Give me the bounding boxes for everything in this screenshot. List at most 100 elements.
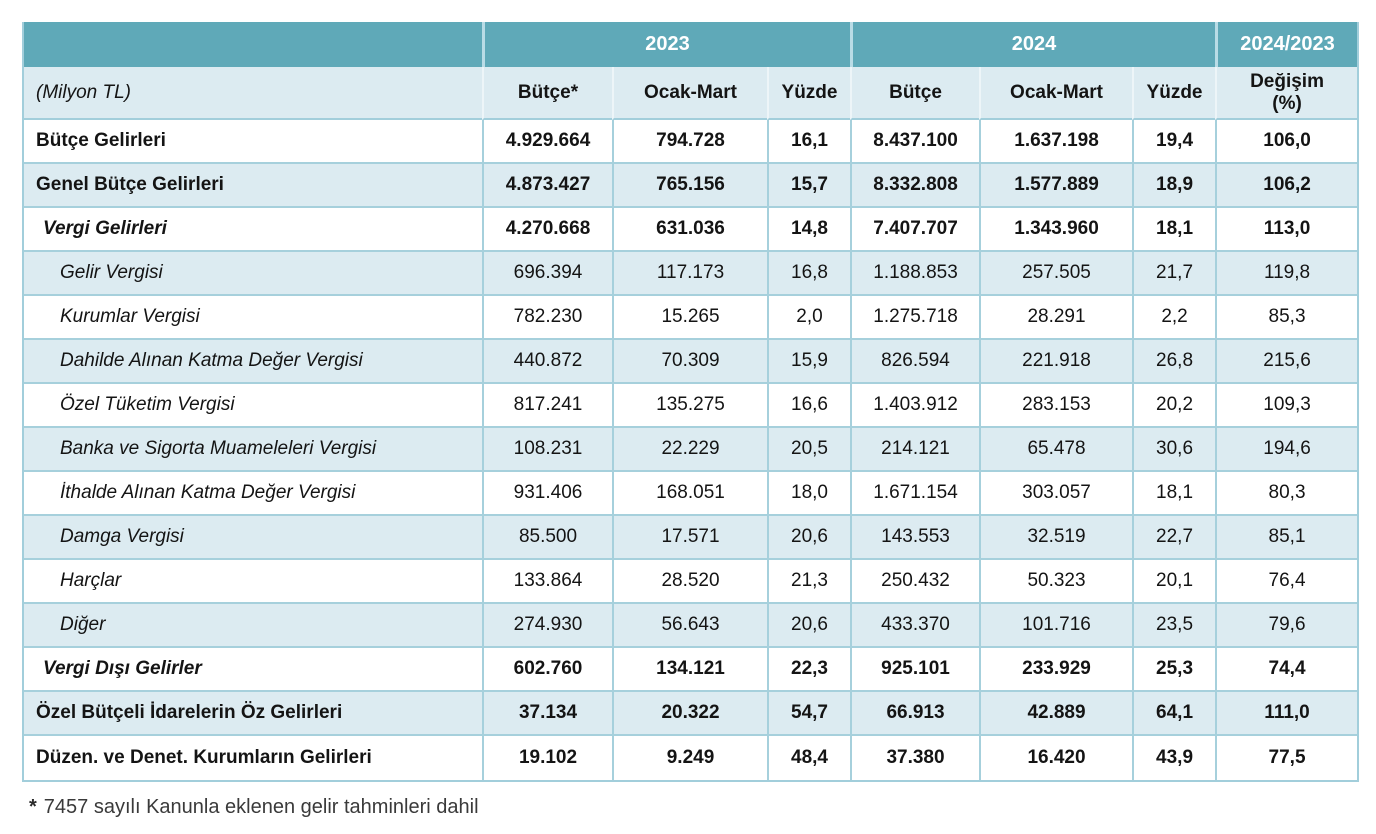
cell: 42.889 [979,692,1133,736]
table-row: Düzen. ve Denet. Kurumların Gelirleri 19… [24,736,1358,780]
cell: 18,9 [1132,164,1216,208]
cell: 303.057 [979,472,1133,516]
row-label: İthalde Alınan Katma Değer Vergisi [24,472,482,516]
cell: 23,5 [1132,604,1216,648]
cell: 56.643 [612,604,767,648]
cell: 108.231 [482,428,612,472]
cell: 215,6 [1215,340,1358,384]
cell: 925.101 [850,648,980,692]
cell: 257.505 [979,252,1133,296]
cell: 85.500 [482,516,612,560]
cell: 65.478 [979,428,1133,472]
cell: 214.121 [850,428,980,472]
cell: 7.407.707 [850,208,980,252]
cell: 70.309 [612,340,767,384]
cell: 19,4 [1132,120,1216,164]
row-label: Harçlar [24,560,482,604]
cell: 1.577.889 [979,164,1133,208]
cell: 168.051 [612,472,767,516]
cell: 80,3 [1215,472,1358,516]
row-label: Vergi Dışı Gelirler [24,648,482,692]
cell: 16,6 [767,384,851,428]
row-label: Banka ve Sigorta Muameleleri Vergisi [24,428,482,472]
col-header-ocakmart-2024: Ocak-Mart [979,67,1133,120]
table-row: Özel Tüketim Vergisi 817.241 135.275 16,… [24,384,1358,428]
cell: 85,3 [1215,296,1358,340]
year-group-ratio: 2024/2023 [1215,22,1358,67]
cell: 283.153 [979,384,1133,428]
col-header-degisim: Değişim (%) [1215,67,1358,120]
cell: 106,2 [1215,164,1358,208]
row-label: Özel Tüketim Vergisi [24,384,482,428]
cell: 9.249 [612,736,767,780]
cell: 18,1 [1132,472,1216,516]
cell: 194,6 [1215,428,1358,472]
cell: 826.594 [850,340,980,384]
table-row: Gelir Vergisi 696.394 117.173 16,8 1.188… [24,252,1358,296]
cell: 20,6 [767,516,851,560]
cell: 2,2 [1132,296,1216,340]
cell: 8.437.100 [850,120,980,164]
cell: 250.432 [850,560,980,604]
row-label: Diğer [24,604,482,648]
table-row: Dahilde Alınan Katma Değer Vergisi 440.8… [24,340,1358,384]
cell: 696.394 [482,252,612,296]
cell: 16,8 [767,252,851,296]
corner-cell [24,22,482,67]
cell: 440.872 [482,340,612,384]
cell: 817.241 [482,384,612,428]
cell: 16,1 [767,120,851,164]
cell: 274.930 [482,604,612,648]
cell: 37.380 [850,736,980,780]
year-group-2024: 2024 [850,22,1216,67]
table-row: Vergi Dışı Gelirler 602.760 134.121 22,3… [24,648,1358,692]
cell: 4.270.668 [482,208,612,252]
table-row: Damga Vergisi 85.500 17.571 20,6 143.553… [24,516,1358,560]
cell: 54,7 [767,692,851,736]
cell: 1.343.960 [979,208,1133,252]
cell: 48,4 [767,736,851,780]
budget-revenues-table: 2023 2024 2024/2023 (Milyon TL) Bütçe* O… [22,22,1360,782]
cell: 1.637.198 [979,120,1133,164]
cell: 14,8 [767,208,851,252]
cell: 32.519 [979,516,1133,560]
cell: 1.188.853 [850,252,980,296]
cell: 931.406 [482,472,612,516]
cell: 8.332.808 [850,164,980,208]
table-row: İthalde Alınan Katma Değer Vergisi 931.4… [24,472,1358,516]
table-row: Kurumlar Vergisi 782.230 15.265 2,0 1.27… [24,296,1358,340]
row-label: Genel Bütçe Gelirleri [24,164,482,208]
cell: 15.265 [612,296,767,340]
col-header-ocakmart-2023: Ocak-Mart [612,67,767,120]
cell: 64,1 [1132,692,1216,736]
cell: 77,5 [1215,736,1358,780]
cell: 19.102 [482,736,612,780]
cell: 22.229 [612,428,767,472]
cell: 18,1 [1132,208,1216,252]
row-label: Vergi Gelirleri [24,208,482,252]
footnote-text: 7457 sayılı Kanunla eklenen gelir tahmin… [43,796,479,818]
cell: 117.173 [612,252,767,296]
footnote: * 7457 sayılı Kanunla eklenen gelir tahmi… [29,796,1355,819]
cell: 782.230 [482,296,612,340]
table-row: Vergi Gelirleri 4.270.668 631.036 14,8 7… [24,208,1358,252]
cell: 21,3 [767,560,851,604]
cell: 20,1 [1132,560,1216,604]
cell: 20,2 [1132,384,1216,428]
table-row: Genel Bütçe Gelirleri 4.873.427 765.156 … [24,164,1358,208]
column-header-row: (Milyon TL) Bütçe* Ocak-Mart Yüzde Bütçe… [24,67,1358,120]
row-label: Gelir Vergisi [24,252,482,296]
cell: 765.156 [612,164,767,208]
row-label: Dahilde Alınan Katma Değer Vergisi [24,340,482,384]
row-label: Kurumlar Vergisi [24,296,482,340]
cell: 26,8 [1132,340,1216,384]
cell: 113,0 [1215,208,1358,252]
cell: 4.873.427 [482,164,612,208]
col-header-butce-2024: Bütçe [850,67,980,120]
row-label: Özel Bütçeli İdarelerin Öz Gelirleri [24,692,482,736]
year-header-row: 2023 2024 2024/2023 [24,22,1358,67]
cell: 119,8 [1215,252,1358,296]
cell: 109,3 [1215,384,1358,428]
cell: 133.864 [482,560,612,604]
